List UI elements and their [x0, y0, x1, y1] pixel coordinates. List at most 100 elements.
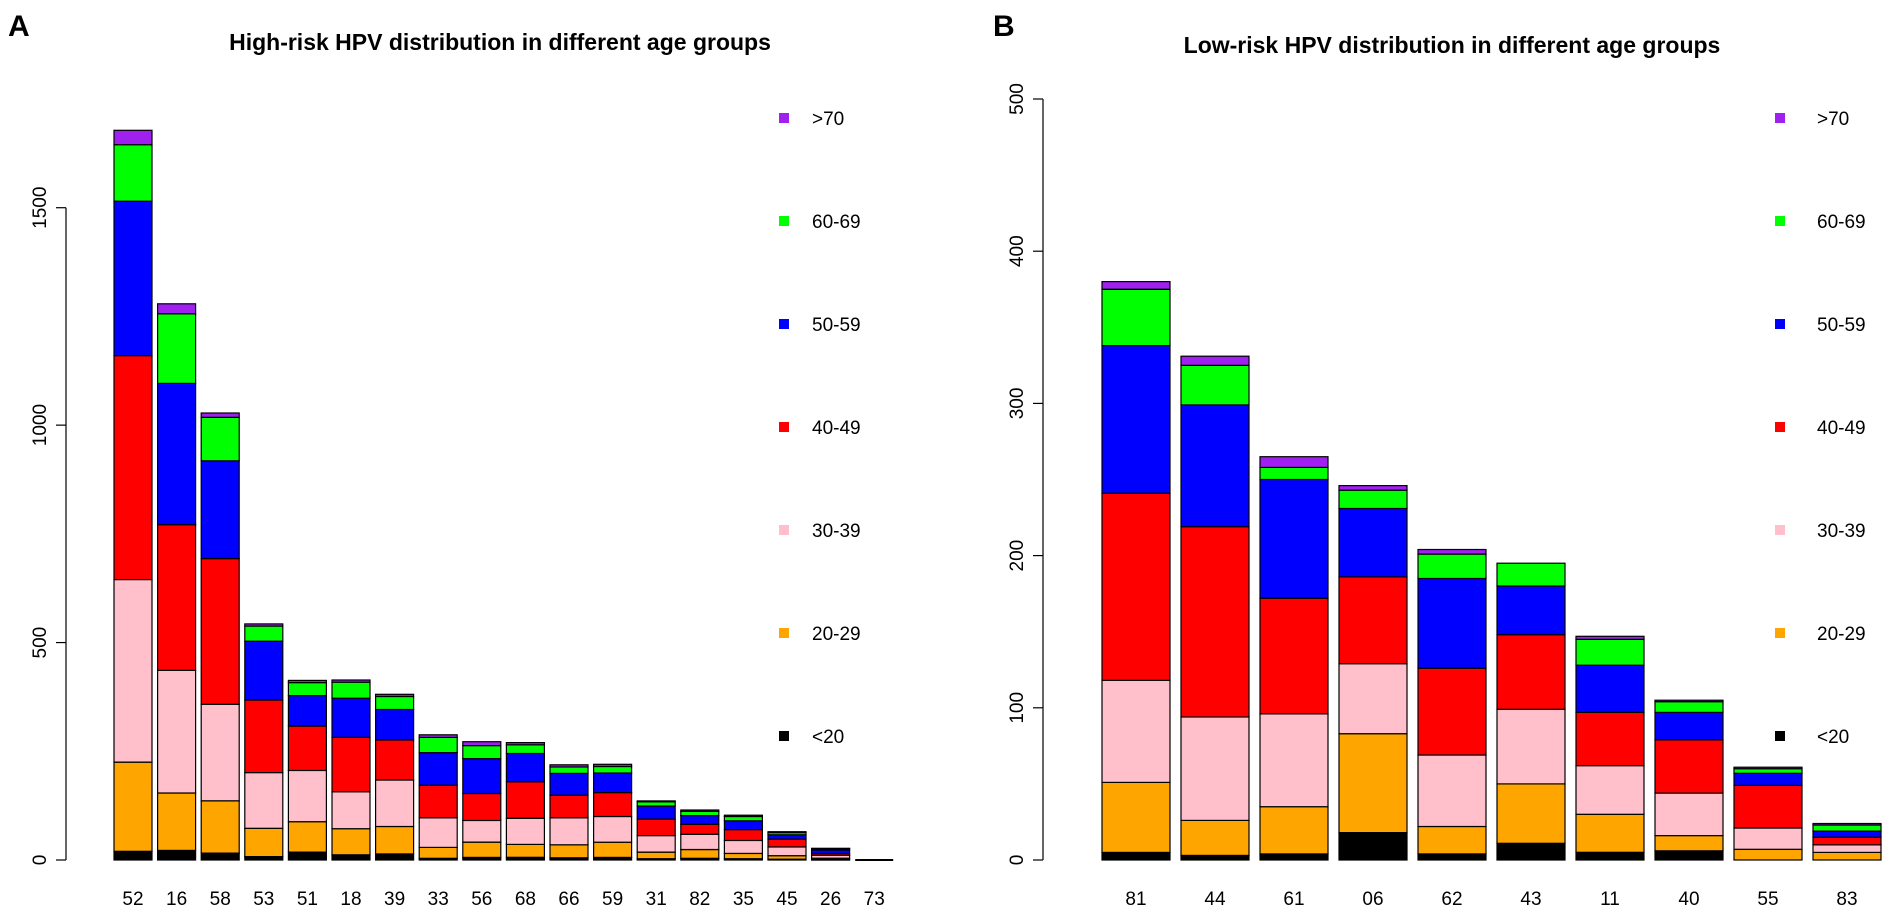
panel-b-legend-label: 40-49 — [1817, 418, 1866, 439]
panel-a-bar-segment — [287, 694, 327, 727]
panel-a-bar-segment — [287, 681, 327, 697]
panel-b-bar-segment — [1101, 851, 1171, 861]
panel-a-legend-label: 60-69 — [812, 212, 861, 233]
panel-a-bar-segment — [723, 814, 764, 818]
panel-a-bar-segment — [592, 763, 633, 768]
panel-a-category-label: 39 — [384, 889, 405, 910]
panel-b-bar-segment — [1496, 708, 1566, 785]
panel-a-bar-segment — [200, 703, 240, 802]
panel-a-bar-segment — [462, 741, 502, 747]
panel-b-legend-swatch — [1775, 319, 1785, 329]
panel-a-legend-swatch — [779, 216, 789, 226]
panel-a-bar-segment — [375, 693, 415, 698]
panel-a-bar-segment — [723, 815, 764, 822]
panel-b-legend-label: 50-59 — [1817, 315, 1866, 336]
panel-b-letter: B — [993, 10, 1015, 43]
panel-a-legend-label: >70 — [812, 109, 844, 130]
panel-b-bar-segment — [1733, 784, 1803, 829]
panel-a-legend-swatch — [779, 319, 789, 329]
panel-a-bar-segment — [592, 765, 633, 774]
panel-a-bar-segment — [157, 382, 197, 526]
panel-a-x-axis-labels: 52 16 58 53 51 18 39 33 56 68 66 59 31 82 35 45 26 73 — [122, 889, 884, 910]
panel-a-bar-segment — [157, 313, 197, 384]
panel-a-bar-segment — [113, 850, 153, 861]
panel-b-legend-swatch — [1775, 731, 1785, 741]
panel-a-bar-segment — [636, 800, 676, 803]
panel-a-bar-segment — [375, 739, 415, 781]
panel-a-bar-segment — [505, 781, 545, 819]
panel-a-category-label: 33 — [428, 889, 449, 910]
panel-a-category-label: 59 — [602, 889, 623, 910]
panel-b-bar-segment — [1180, 716, 1250, 822]
panel-a-legend-label: <20 — [812, 727, 844, 748]
panel-a-bar-segment — [113, 578, 153, 763]
panel-a-bar-segment — [592, 791, 633, 818]
panel-a-bar-segment — [636, 834, 676, 853]
panel-b-bar-segment — [1180, 404, 1250, 528]
panel-a-legend-label: 50-59 — [812, 315, 861, 336]
panel-b-bar-segment — [1575, 664, 1645, 714]
panel-a-bar-segment — [723, 852, 764, 860]
panel-a-bar-segment — [418, 817, 458, 848]
panel-b-category-label: 43 — [1520, 889, 1541, 910]
panel-b-bar-segment — [1575, 638, 1645, 666]
panel-a-title: High-risk HPV distribution in different … — [229, 29, 771, 55]
panel-a-bar-segment — [723, 828, 764, 842]
panel-a-bar-segment — [113, 144, 153, 202]
panel-b-bar-segment — [1654, 850, 1724, 861]
panel-a-bar-segment — [331, 828, 371, 856]
panel-a-bar-segment — [505, 752, 545, 783]
panel-a-bar-segment — [113, 355, 153, 581]
panel-b-bar-segment — [1812, 822, 1882, 826]
panel-a-high-risk-chart: A High-risk HPV distribution in differen… — [8, 10, 894, 910]
panel-a-legend-label: 30-39 — [812, 521, 861, 542]
panel-b-bar-segment — [1338, 576, 1408, 665]
panel-a-bar-segment — [287, 851, 327, 861]
panel-b-y-tick-label: 100 — [1007, 692, 1028, 724]
panel-a-y-axis: 0 500 1000 1500 — [30, 187, 67, 865]
panel-a-bar-segment — [462, 792, 502, 822]
panel-b-bar-segment — [1259, 456, 1329, 469]
panel-a-bar-segment — [113, 129, 153, 146]
panel-b-x-axis-labels: 81 44 61 06 62 43 11 40 55 83 — [1125, 889, 1857, 910]
panel-a-bar-segment — [200, 460, 240, 560]
panel-a-bar-segment — [244, 640, 284, 701]
panel-a-bar-segment — [462, 819, 502, 843]
panel-a-bar-segment — [157, 303, 197, 315]
panel-b-bar-segment — [1812, 824, 1882, 832]
panel-a-bar-segment — [375, 825, 415, 855]
panel-a-legend-swatch — [779, 525, 789, 535]
panel-b-category-label: 81 — [1125, 889, 1146, 910]
panel-b-legend-swatch — [1775, 422, 1785, 432]
panel-b-bar-segment — [1101, 781, 1171, 854]
panel-a-y-tick-label: 1500 — [30, 187, 51, 229]
panel-a-bar-segment — [375, 708, 415, 741]
panel-a-legend-swatch — [779, 422, 789, 432]
panel-a-legend-label: 20-29 — [812, 624, 861, 645]
panel-a-y-tick-label: 500 — [30, 627, 51, 659]
panel-a-bar-segment — [549, 764, 589, 768]
panel-a-bar-segment — [375, 695, 415, 711]
panel-a-bar-segment — [244, 827, 284, 858]
panel-a-category-label: 51 — [297, 889, 318, 910]
panel-b-category-label: 55 — [1757, 889, 1778, 910]
panel-a-bar-segment — [331, 854, 371, 861]
panel-a-bar-segment — [418, 734, 458, 738]
panel-b-bar-segment — [1575, 851, 1645, 861]
panel-a-letter: A — [8, 10, 30, 43]
panel-a-legend-swatch — [779, 113, 789, 123]
panel-b-y-tick-label: 400 — [1007, 235, 1028, 267]
panel-a-bar-segment — [592, 841, 633, 859]
panel-a-bar-segment — [767, 831, 807, 834]
panel-a-bar-segment — [418, 784, 458, 819]
panel-a-bar-segment — [767, 834, 807, 840]
panel-a-bar-segment — [287, 679, 327, 684]
panel-a-category-label: 35 — [733, 889, 754, 910]
panel-b-bar-segment — [1417, 853, 1487, 861]
panel-b-y-tick-label: 500 — [1007, 83, 1028, 115]
panel-a-bar-segment — [157, 792, 197, 852]
panel-a-bar-segment — [244, 771, 284, 829]
panel-b-bar-segment — [1575, 711, 1645, 767]
panel-b-category-label: 06 — [1362, 889, 1383, 910]
panel-a-bar-segment — [592, 772, 633, 794]
